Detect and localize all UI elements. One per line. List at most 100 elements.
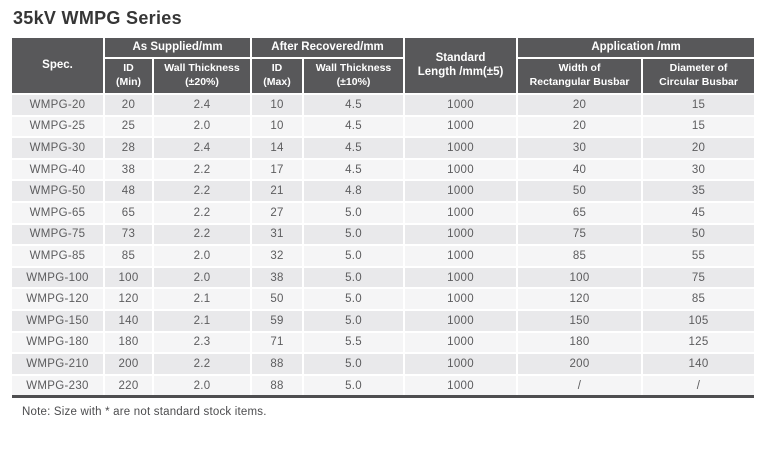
wall-thickness-10-cell: 5.0 xyxy=(302,222,404,245)
wall-thickness-10-cell: 5.5 xyxy=(302,330,404,353)
header-wall-thickness-20-line2: (±20%) xyxy=(185,76,219,88)
id-max-cell: 17 xyxy=(250,157,303,180)
header-width-rectangular-busbar: Width of Rectangular Busbar xyxy=(516,57,642,93)
wall-thickness-20-cell: 2.0 xyxy=(152,265,251,288)
dia-circ-busbar-cell: 45 xyxy=(641,200,755,223)
width-rect-busbar-cell: 180 xyxy=(516,330,642,353)
standard-length-cell: 1000 xyxy=(403,330,517,353)
wall-thickness-10-cell: 4.8 xyxy=(302,179,404,201)
table-row: WMPG-25 25 2.0 10 4.5 1000 20 15 xyxy=(12,114,755,137)
header-id-min: ID (Min) xyxy=(103,57,152,93)
width-rect-busbar-cell: 100 xyxy=(516,265,642,288)
width-rect-busbar-cell: 20 xyxy=(516,93,642,115)
wall-thickness-20-cell: 2.4 xyxy=(152,136,251,158)
spec-cell: WMPG-75 xyxy=(12,222,103,245)
header-id-max-line1: ID xyxy=(271,62,283,75)
dia-circ-busbar-cell: 20 xyxy=(641,136,755,158)
wall-thickness-10-cell: 5.0 xyxy=(302,352,404,374)
spec-cell: WMPG-25 xyxy=(12,114,103,137)
spec-cell: WMPG-210 xyxy=(12,352,103,374)
spec-cell: WMPG-150 xyxy=(12,308,103,331)
header-wall-thickness-10: Wall Thickness (±10%) xyxy=(302,57,404,93)
standard-length-cell: 1000 xyxy=(403,93,517,115)
width-rect-busbar-cell: 120 xyxy=(516,287,642,309)
header-id-min-line2: (Min) xyxy=(115,76,142,88)
spec-cell: WMPG-30 xyxy=(12,136,103,158)
dia-circ-busbar-cell: 125 xyxy=(641,330,755,353)
standard-length-cell: 1000 xyxy=(403,179,517,201)
standard-length-cell: 1000 xyxy=(403,265,517,288)
id-min-cell: 20 xyxy=(103,93,152,115)
wall-thickness-10-cell: 4.5 xyxy=(302,93,404,115)
wall-thickness-10-cell: 4.5 xyxy=(302,114,404,137)
id-min-cell: 100 xyxy=(103,265,152,288)
header-application: Application /mm xyxy=(516,38,755,57)
id-min-cell: 85 xyxy=(103,244,152,266)
width-rect-busbar-cell: 85 xyxy=(516,244,642,266)
id-min-cell: 200 xyxy=(103,352,152,374)
id-min-cell: 220 xyxy=(103,373,152,396)
id-max-cell: 21 xyxy=(250,179,303,201)
dia-circ-busbar-cell: 15 xyxy=(641,93,755,115)
table-row: WMPG-40 38 2.2 17 4.5 1000 40 30 xyxy=(12,157,755,180)
dia-circ-busbar-cell: 50 xyxy=(641,222,755,245)
id-max-cell: 59 xyxy=(250,308,303,331)
spec-cell: WMPG-50 xyxy=(12,179,103,201)
table-row: WMPG-30 28 2.4 14 4.5 1000 30 20 xyxy=(12,136,755,158)
table-row: WMPG-75 73 2.2 31 5.0 1000 75 50 xyxy=(12,222,755,245)
header-standard-length-line2: Length /mm(±5) xyxy=(417,65,504,78)
table-row: WMPG-20 20 2.4 10 4.5 1000 20 15 xyxy=(12,93,755,115)
id-max-cell: 38 xyxy=(250,265,303,288)
spec-cell: WMPG-20 xyxy=(12,93,103,115)
table-row: WMPG-150 140 2.1 59 5.0 1000 150 105 xyxy=(12,308,755,331)
wall-thickness-20-cell: 2.0 xyxy=(152,114,251,137)
id-max-cell: 32 xyxy=(250,244,303,266)
standard-length-cell: 1000 xyxy=(403,222,517,245)
dia-circ-busbar-cell: / xyxy=(641,373,755,396)
standard-length-cell: 1000 xyxy=(403,200,517,223)
spec-cell: WMPG-230 xyxy=(12,373,103,396)
dia-circ-busbar-cell: 85 xyxy=(641,287,755,309)
id-min-cell: 28 xyxy=(103,136,152,158)
dia-circ-busbar-cell: 55 xyxy=(641,244,755,266)
header-id-max: ID (Max) xyxy=(250,57,303,93)
footnote: Note: Size with * are not standard stock… xyxy=(22,406,267,419)
wall-thickness-20-cell: 2.3 xyxy=(152,330,251,353)
standard-length-cell: 1000 xyxy=(403,373,517,396)
width-rect-busbar-cell: 30 xyxy=(516,136,642,158)
header-width-rect-line1: Width of xyxy=(558,62,601,75)
standard-length-cell: 1000 xyxy=(403,244,517,266)
dia-circ-busbar-cell: 35 xyxy=(641,179,755,201)
spec-cell: WMPG-65 xyxy=(12,200,103,223)
id-min-cell: 140 xyxy=(103,308,152,331)
header-dia-circ-line2: Circular Busbar xyxy=(659,76,738,88)
wall-thickness-10-cell: 5.0 xyxy=(302,265,404,288)
id-max-cell: 27 xyxy=(250,200,303,223)
id-min-cell: 65 xyxy=(103,200,152,223)
page: 35kV WMPG Series Spec. As Supplied/mm Af… xyxy=(12,8,755,419)
id-max-cell: 50 xyxy=(250,287,303,309)
wall-thickness-20-cell: 2.1 xyxy=(152,308,251,331)
header-width-rect-line2: Rectangular Busbar xyxy=(529,76,630,88)
wall-thickness-10-cell: 5.0 xyxy=(302,373,404,396)
id-min-cell: 180 xyxy=(103,330,152,353)
standard-length-cell: 1000 xyxy=(403,114,517,137)
spec-cell: WMPG-40 xyxy=(12,157,103,180)
header-group-row: Spec. As Supplied/mm After Recovered/mm … xyxy=(12,38,755,93)
width-rect-busbar-cell: 20 xyxy=(516,114,642,137)
spec-cell: WMPG-180 xyxy=(12,330,103,353)
header-wall-thickness-10-line2: (±10%) xyxy=(336,76,371,88)
table-header: Spec. As Supplied/mm After Recovered/mm … xyxy=(12,38,755,93)
header-id-max-line2: (Max) xyxy=(263,76,291,88)
wall-thickness-10-cell: 5.0 xyxy=(302,200,404,223)
spec-table: Spec. As Supplied/mm After Recovered/mm … xyxy=(12,38,755,399)
header-standard-length: Standard Length /mm(±5) xyxy=(403,38,517,93)
wall-thickness-20-cell: 2.2 xyxy=(152,157,251,180)
header-wall-thickness-20: Wall Thickness (±20%) xyxy=(152,57,251,93)
table-row: WMPG-100 100 2.0 38 5.0 1000 100 75 xyxy=(12,265,755,288)
header-diameter-circular-busbar: Diameter of Circular Busbar xyxy=(641,57,755,93)
header-standard-length-line1: Standard xyxy=(435,52,486,65)
page-title: 35kV WMPG Series xyxy=(13,8,182,28)
width-rect-busbar-cell: 40 xyxy=(516,157,642,180)
wall-thickness-20-cell: 2.2 xyxy=(152,222,251,245)
